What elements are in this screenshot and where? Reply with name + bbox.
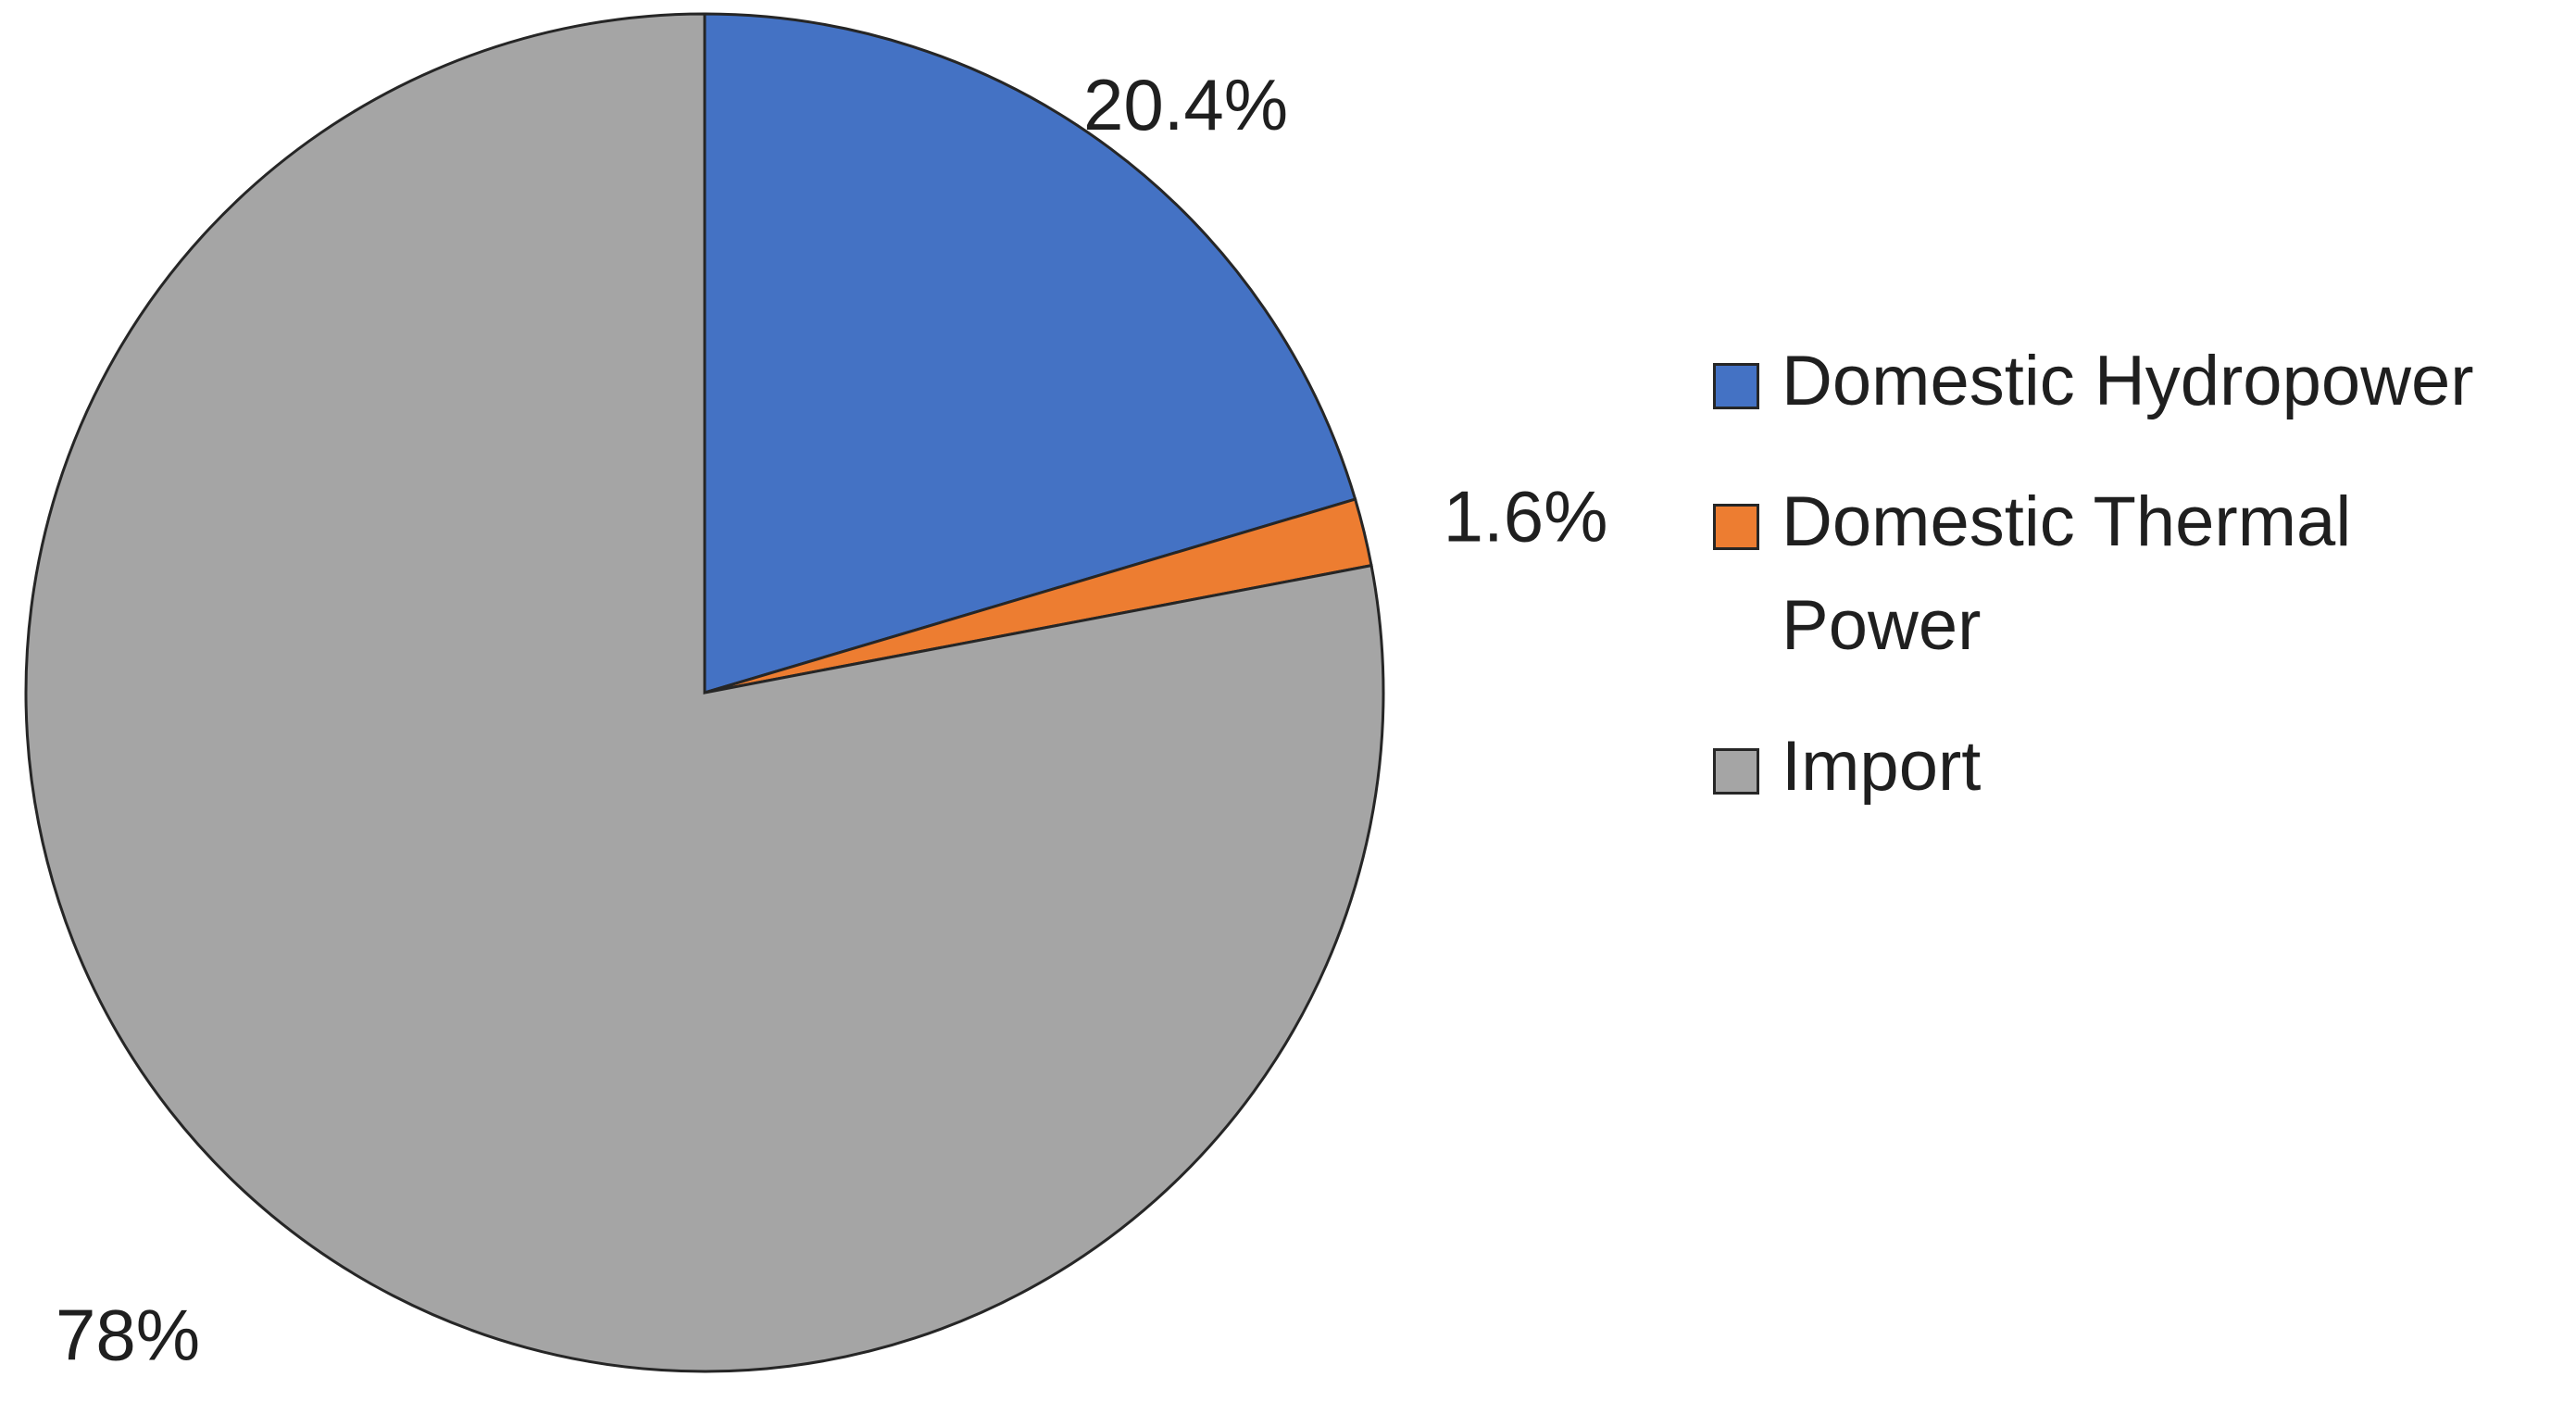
legend-label-domestic-thermal-power: Domestic Thermal Power	[1782, 482, 2352, 665]
legend-swatch-import	[1713, 748, 1759, 795]
pie-slice-import	[24, 12, 1385, 1373]
chart-legend: Domestic Hydropower Domestic Thermal Powe…	[1713, 342, 2565, 870]
data-label-import: 78%	[56, 1295, 200, 1376]
legend-swatch-domestic-hydropower	[1713, 363, 1759, 409]
legend-item-import: Import	[1713, 727, 2565, 819]
legend-swatch-domestic-thermal-power	[1713, 504, 1759, 550]
legend-label-domestic-hydropower: Domestic Hydropower	[1782, 342, 2474, 420]
legend-item-domestic-hydropower: Domestic Hydropower	[1713, 342, 2565, 433]
legend-item-domestic-thermal-power: Domestic Thermal Power	[1713, 482, 2565, 678]
data-label-domestic-thermal-power: 1.6%	[1444, 475, 1608, 557]
pie-slice-domestic-hydropower	[703, 12, 1357, 695]
legend-label-import: Import	[1782, 727, 1982, 806]
data-label-domestic-hydropower: 20.4%	[1083, 64, 1288, 145]
